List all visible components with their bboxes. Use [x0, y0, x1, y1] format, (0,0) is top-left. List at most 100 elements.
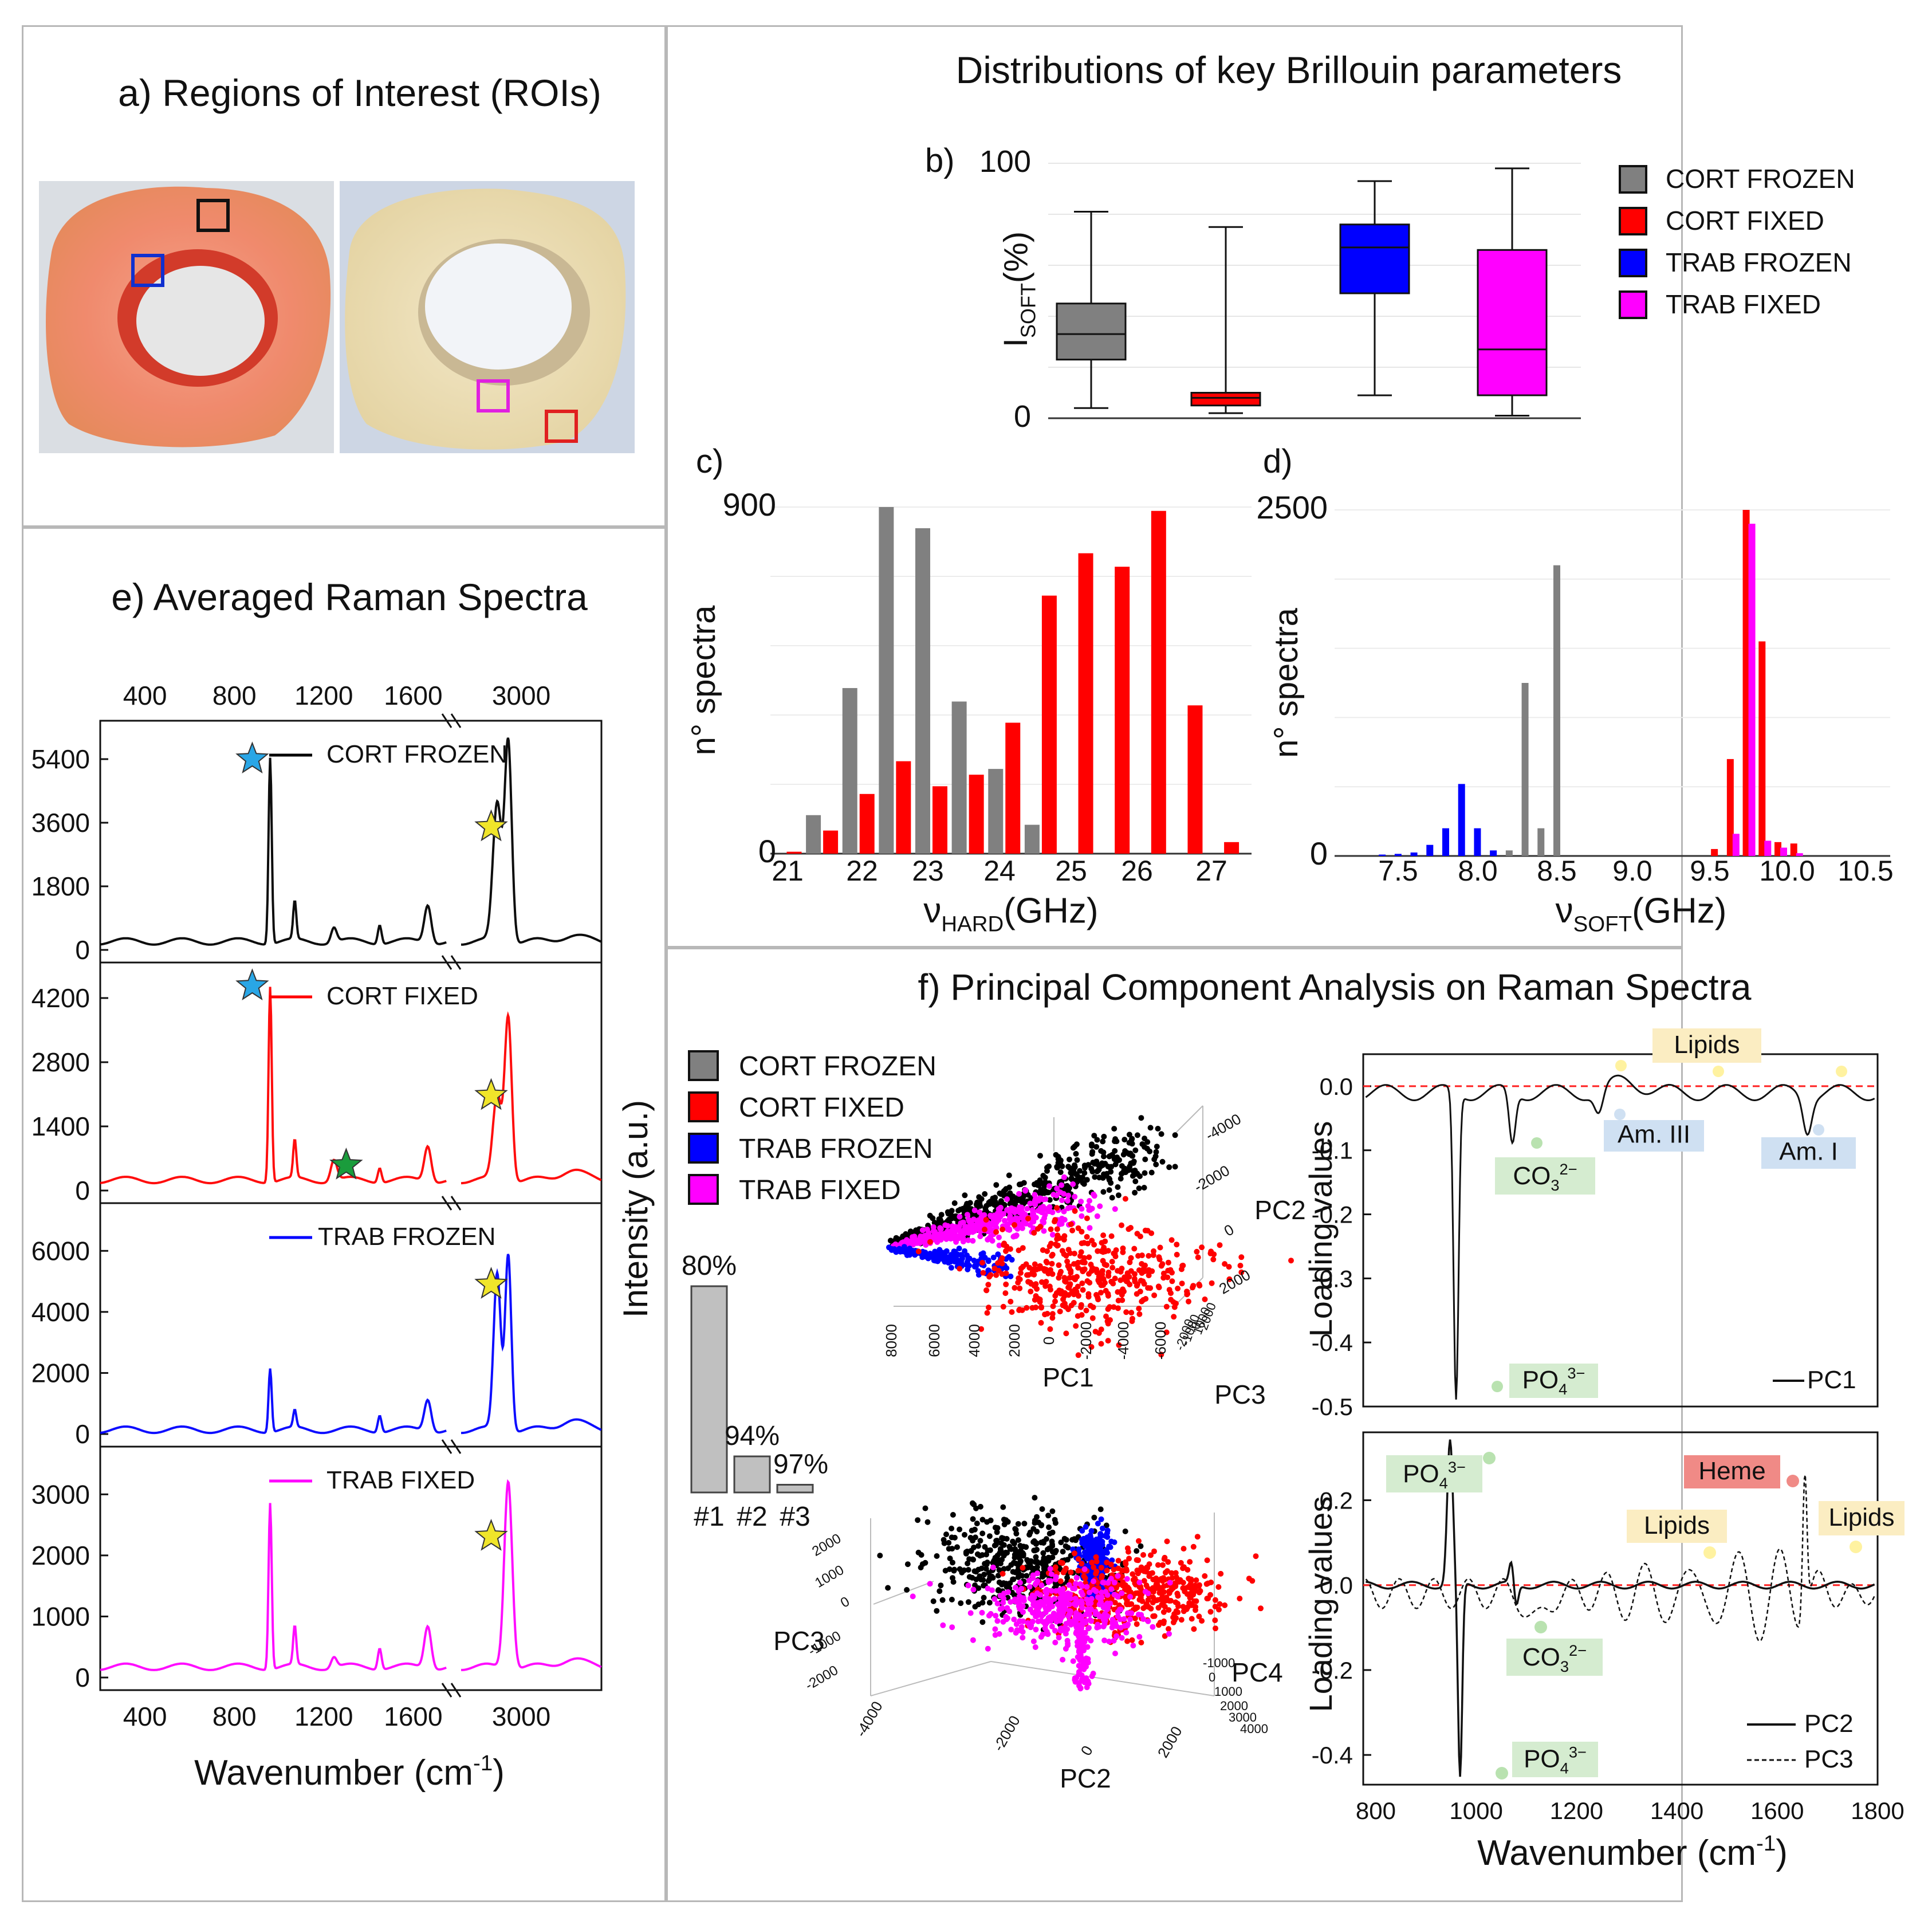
scatter-point [1088, 1344, 1095, 1350]
scatter-point [1079, 1605, 1085, 1611]
scatter-point [1134, 1132, 1140, 1138]
scatter-point [972, 1582, 978, 1588]
scatter-point [977, 1538, 983, 1544]
scatter-point [983, 1566, 989, 1572]
e-spectrum-line [100, 1368, 447, 1435]
scatter-point [1139, 1252, 1145, 1259]
scatter-point [1142, 1170, 1148, 1176]
scatter-point [979, 1619, 986, 1625]
scatter-point [1022, 1220, 1029, 1227]
scatter-point [1153, 1161, 1159, 1168]
scatter-point [1139, 1261, 1145, 1267]
s2-ztick: 4000 [1240, 1722, 1268, 1736]
scatter-point [1044, 1590, 1050, 1597]
scatter-point [922, 1241, 928, 1247]
scatter-point [1122, 1137, 1128, 1143]
scatter-point [1126, 1549, 1131, 1555]
scatter-point [1148, 1552, 1154, 1558]
scatter-point [977, 1573, 983, 1580]
scatter-point [979, 1517, 986, 1523]
scree-category: #1 [694, 1502, 724, 1532]
s2-ytick: 1000 [812, 1562, 847, 1591]
scatter-point [1064, 1557, 1071, 1563]
scatter-point [1020, 1635, 1026, 1641]
scatter-point [961, 1227, 967, 1234]
scatter-point [1061, 1236, 1067, 1243]
scatter-point [1096, 1174, 1103, 1181]
scatter-point [1015, 1537, 1021, 1543]
scatter-point [1099, 1575, 1105, 1581]
scatter-point [1002, 1187, 1008, 1193]
scatter-point [949, 1624, 955, 1631]
scatter-point [1085, 1608, 1091, 1614]
scatter-point [1084, 1177, 1090, 1183]
scatter-point [1209, 1280, 1215, 1286]
scatter-point [1127, 1282, 1133, 1287]
e-star-marker [329, 1148, 363, 1180]
l2-note-po4-bot-part: PO [1524, 1745, 1560, 1773]
l1-peak-dot [1531, 1137, 1543, 1149]
scatter-point [1032, 1192, 1038, 1198]
scatter-point [1126, 1132, 1132, 1138]
scatter-point [983, 1561, 990, 1568]
scatter-point [1089, 1151, 1095, 1157]
scatter-point [1052, 1517, 1058, 1523]
scatter-point [981, 1572, 987, 1578]
scatter-point [1013, 1527, 1019, 1533]
c-xlabel-part: HARD [941, 912, 1004, 937]
scatter-point [1155, 1126, 1161, 1132]
scatter-point [1089, 1238, 1095, 1244]
scatter-point [1012, 1547, 1018, 1554]
scatter-point [989, 1587, 995, 1593]
scatter-point [1178, 1617, 1185, 1623]
scatter-point [946, 1234, 952, 1240]
scatter-point [1054, 1205, 1060, 1211]
scatter-point [1136, 1538, 1142, 1544]
scatter-point [1038, 1305, 1044, 1311]
scatter-point [1168, 1237, 1175, 1243]
scatter-point [1096, 1613, 1103, 1620]
scatter-point [1106, 1153, 1112, 1160]
scatter-point [1123, 1309, 1130, 1315]
scatter-point [1132, 1179, 1139, 1184]
scatter-point [957, 1266, 963, 1272]
scatter-point [1134, 1621, 1140, 1627]
panel-bcd-frame [666, 25, 1683, 948]
f-legend-swatch [688, 1091, 719, 1122]
scatter-point [1017, 1270, 1024, 1276]
scatter-point [1216, 1606, 1222, 1613]
scatter-point [1174, 1251, 1180, 1258]
scatter-point [995, 1587, 1002, 1593]
scatter-point [1014, 1627, 1020, 1633]
l2-note-co3-part: 2− [1569, 1641, 1587, 1659]
scatter-point [1038, 1539, 1044, 1546]
b-ylabel-part: SOFT [1017, 283, 1040, 338]
scatter-point [1118, 1277, 1124, 1283]
scatter-point [1178, 1559, 1184, 1566]
scatter-point [1021, 1597, 1027, 1604]
scatter-point [1026, 1584, 1033, 1590]
scatter-point [1065, 1197, 1071, 1204]
scatter-point [1085, 1240, 1091, 1247]
scatter-point [1112, 1275, 1118, 1282]
scatter-point [1050, 1303, 1056, 1309]
scatter-point [1140, 1297, 1146, 1303]
scatter-point [1171, 1611, 1178, 1617]
scatter-point [1045, 1206, 1051, 1212]
scatter-point [1005, 1565, 1011, 1572]
scatter-point [1006, 1184, 1013, 1191]
scatter-point [1006, 1216, 1013, 1222]
scatter-point [1077, 1686, 1084, 1692]
scatter-point [1078, 1625, 1084, 1632]
scatter-point [1048, 1578, 1054, 1584]
scatter-point [1093, 1558, 1100, 1565]
scatter-point [1131, 1158, 1137, 1165]
scatter-point [1104, 1559, 1110, 1566]
panel-a-title: a) Regions of Interest (ROIs) [118, 72, 601, 114]
l1-note-co3: CO32− [1513, 1160, 1577, 1194]
scatter-point [953, 1225, 959, 1232]
l2-note-po4-bot-box [1512, 1742, 1598, 1777]
scatter-point [964, 1259, 970, 1265]
scatter-point [997, 1190, 1003, 1196]
scatter-point [1080, 1592, 1085, 1598]
